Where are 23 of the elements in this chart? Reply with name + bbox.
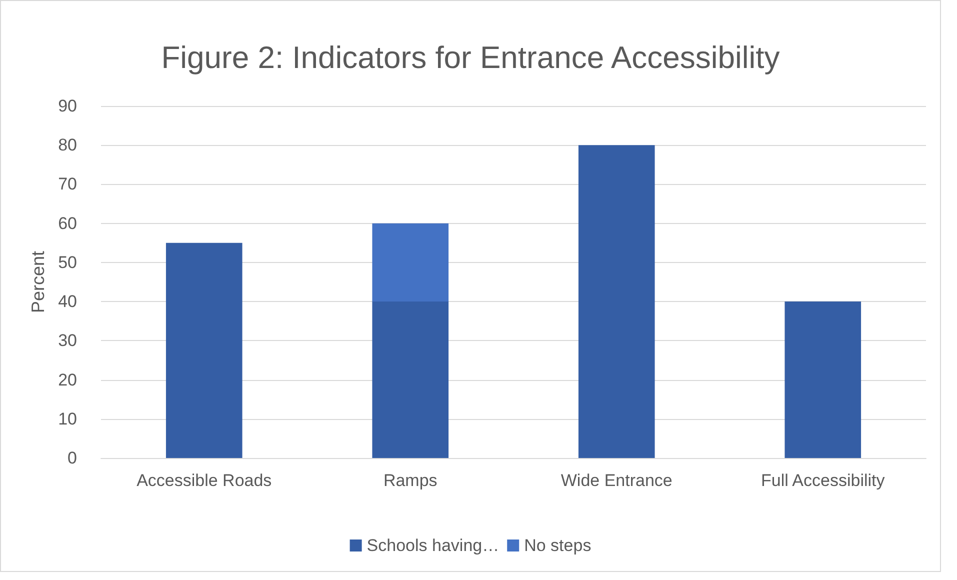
x-tick-label: Full Accessibility — [760, 471, 886, 490]
chart-title: Figure 2: Indicators for Entrance Accessibility — [161, 40, 780, 75]
x-tick-label: Accessible Roads — [136, 471, 272, 490]
y-tick-label: 10 — [58, 409, 77, 428]
bar — [372, 302, 449, 458]
y-tick-label: 50 — [58, 252, 77, 272]
bar — [578, 145, 655, 458]
y-tick-label: 20 — [58, 370, 77, 390]
y-tick-label: 40 — [58, 292, 77, 312]
y-tick-label: 60 — [58, 214, 77, 233]
x-tick-label: Ramps — [383, 471, 438, 490]
x-tick-label: Wide Entrance — [560, 471, 672, 490]
bar — [784, 302, 862, 458]
y-tick-label: 80 — [58, 136, 77, 155]
bar — [166, 242, 242, 458]
y-tick-label: 0 — [68, 448, 77, 468]
y-tick-label: 70 — [58, 174, 77, 194]
bar — [372, 223, 449, 302]
y-tick-label: 90 — [58, 96, 77, 116]
legend-label: Schools having… — [366, 536, 500, 555]
legend-label: No steps — [524, 536, 592, 555]
y-tick-label: 30 — [58, 331, 77, 350]
y-axis-title: Percent — [28, 250, 48, 314]
